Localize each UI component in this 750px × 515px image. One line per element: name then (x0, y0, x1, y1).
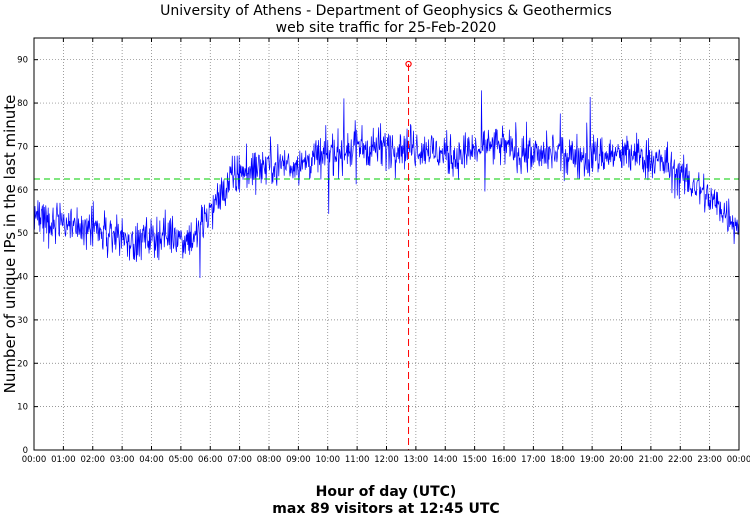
x-tick-label: 00:00 (727, 455, 750, 465)
x-tick-label: 22:00 (668, 455, 693, 465)
x-tick-label: 01:00 (51, 455, 76, 465)
y-tick-label: 0 (23, 446, 28, 456)
y-tick-label: 80 (17, 99, 28, 109)
max-visitors-note: max 89 visitors at 12:45 UTC (272, 501, 499, 515)
x-tick-label: 08:00 (257, 455, 282, 465)
y-tick-label: 90 (17, 56, 28, 66)
x-tick-label: 00:00 (22, 455, 47, 465)
y-tick-label: 50 (17, 229, 28, 239)
x-tick-label: 02:00 (81, 455, 106, 465)
x-tick-label: 17:00 (521, 455, 546, 465)
x-tick-label: 14:00 (433, 455, 458, 465)
x-tick-label: 18:00 (551, 455, 576, 465)
plot-area (33, 60, 740, 450)
x-tick-label: 13:00 (404, 455, 429, 465)
x-tick-label: 10:00 (316, 455, 341, 465)
y-tick-label: 30 (17, 316, 28, 326)
x-axis-label: Hour of day (UTC) (316, 484, 457, 500)
y-tick-label: 70 (17, 142, 28, 152)
x-tick-label: 09:00 (286, 455, 311, 465)
x-tick-label: 04:00 (139, 455, 164, 465)
x-tick-label: 12:00 (374, 455, 399, 465)
y-tick-label: 40 (17, 273, 28, 283)
traffic-series-line (33, 90, 740, 278)
chart-title: University of Athens - Department of Geo… (160, 3, 612, 19)
y-tick-label: 60 (17, 186, 28, 196)
x-tick-label: 05:00 (169, 455, 194, 465)
peak-marker (405, 60, 412, 68)
x-tick-label: 19:00 (580, 455, 605, 465)
y-tick-label: 10 (17, 403, 28, 413)
x-tick-label: 23:00 (697, 455, 722, 465)
x-tick-label: 03:00 (110, 455, 135, 465)
x-tick-label: 11:00 (345, 455, 370, 465)
axis-ticks: 00:00 01:00 02:00 03:00 04:00 05:00 06:00 07:00… (17, 38, 750, 465)
x-tick-label: 15:00 (462, 455, 487, 465)
x-tick-label: 07:00 (227, 455, 252, 465)
plot-frame (33, 37, 740, 451)
y-tick-label: 20 (17, 359, 28, 369)
x-tick-label: 06:00 (198, 455, 223, 465)
x-tick-label: 20:00 (609, 455, 634, 465)
x-tick-label: 21:00 (639, 455, 664, 465)
y-axis-label: Number of unique IPs in the last minute (1, 95, 19, 394)
x-tick-label: 16:00 (492, 455, 517, 465)
chart-subtitle: web site traffic for 25-Feb-2020 (276, 20, 497, 36)
